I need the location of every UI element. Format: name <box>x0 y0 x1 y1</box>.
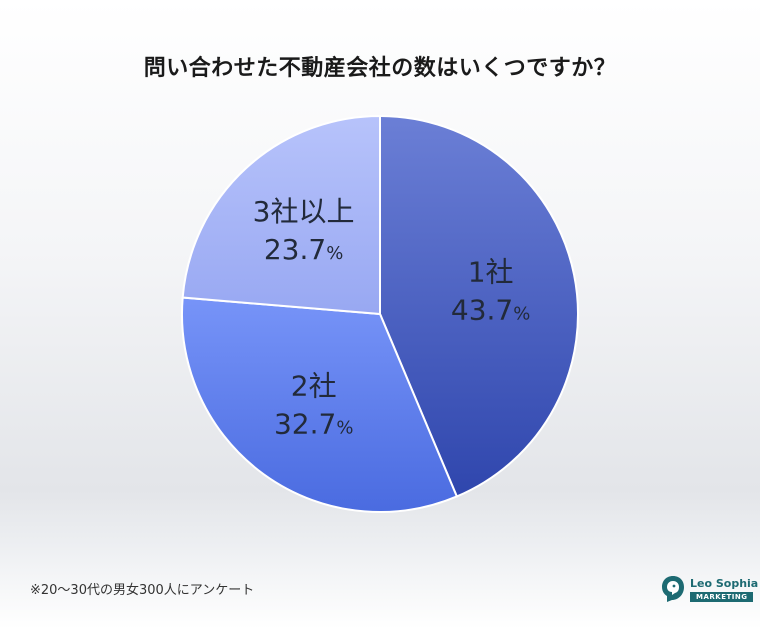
slice-category-label: 2社 <box>291 369 337 402</box>
pie-slice-2 <box>181 296 459 513</box>
brand-logo: Leo Sophia MARKETING <box>660 574 758 608</box>
pie-slice-1 <box>379 114 579 498</box>
chart-title: 問い合わせた不動産会社の数はいくつですか？ <box>143 56 617 81</box>
slice-category-label: 3社以上 <box>253 195 355 228</box>
pie-slice-3 <box>181 114 381 316</box>
slice-category-label: 1社 <box>468 256 514 289</box>
logo-name: Leo Sophia <box>690 577 759 590</box>
logo-tagline: MARKETING <box>690 592 754 602</box>
slice-value-label: 23.7% <box>264 233 343 266</box>
lion-head-icon <box>662 576 684 602</box>
survey-footnote: ※20〜30代の男女300人にアンケート <box>30 583 255 598</box>
